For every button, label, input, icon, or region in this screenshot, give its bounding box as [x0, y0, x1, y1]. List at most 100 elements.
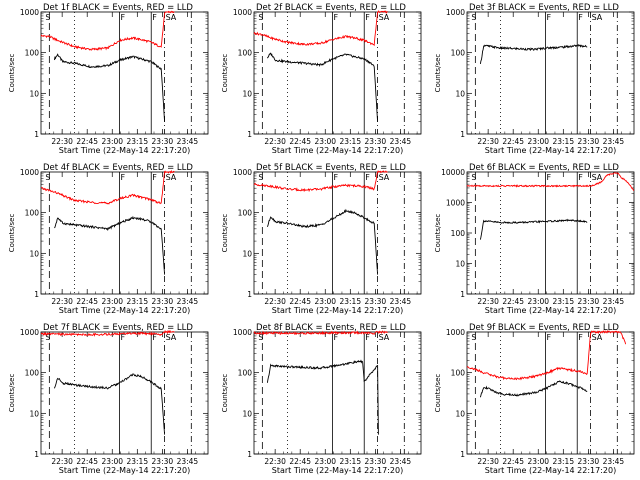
chart-title: Det 2f BLACK = Events, RED = LLD	[256, 3, 406, 13]
chart-panel: Det 7f BLACK = Events, RED = LLD 1 10 100 10…	[8, 323, 209, 475]
marker-label: SA	[166, 333, 177, 342]
x-tick-label: 23:45	[390, 457, 412, 466]
plot-frame	[253, 331, 422, 455]
chart-panel: Det 1f BLACK = Events, RED = LLD 1 10 100 10…	[8, 3, 209, 155]
marker-label: S	[471, 333, 476, 342]
y-tick-label: 100	[451, 369, 466, 378]
y-tick-label: 1000	[233, 328, 252, 337]
y-tick-label: 10	[242, 249, 252, 258]
y-tick-label: 1000	[20, 8, 39, 17]
x-tick-label: 23:30	[365, 297, 387, 306]
y-axis-label: Counts/sec	[221, 214, 229, 253]
marker-label: S	[45, 173, 50, 182]
x-tick-label: 23:15	[339, 297, 361, 306]
x-tick-label: 23:00	[527, 297, 549, 306]
y-tick-label: 10000	[441, 168, 465, 177]
y-tick-label: 1000	[20, 328, 39, 337]
chart-title: Det 4f BLACK = Events, RED = LLD	[43, 163, 193, 173]
x-tick-label: 22:45	[502, 297, 524, 306]
marker-label: S	[258, 13, 263, 22]
x-tick-label: 23:00	[314, 137, 336, 146]
x-axis-label: Start Time (22-May-14 22:17:20)	[59, 146, 190, 155]
y-tick-label: 10	[29, 89, 39, 98]
x-tick-label: 23:15	[552, 457, 574, 466]
plot-frame	[40, 331, 209, 455]
y-axis-label: Counts/sec	[434, 54, 442, 93]
plot-frame	[466, 331, 635, 455]
x-axis-label: Start Time (22-May-14 22:17:20)	[485, 146, 616, 155]
x-tick-label: 23:00	[314, 297, 336, 306]
events-series-line	[53, 373, 166, 435]
y-tick-label: 1	[34, 290, 39, 299]
x-tick-label: 22:45	[289, 297, 311, 306]
events-series-line	[266, 359, 379, 435]
x-tick-label: 23:30	[152, 137, 174, 146]
marker-label: F	[333, 333, 338, 342]
x-tick-label: 22:30	[477, 297, 499, 306]
chart-panel: Det 4f BLACK = Events, RED = LLD 1 10 100 10…	[8, 163, 209, 315]
plot-frame	[253, 171, 422, 295]
lld-series-line	[253, 170, 388, 193]
x-tick-label: 22:30	[477, 457, 499, 466]
y-tick-label: 1	[34, 130, 39, 139]
marker-label: S	[45, 333, 50, 342]
y-tick-label: 1	[247, 290, 252, 299]
marker-label: F	[152, 173, 157, 182]
y-tick-label: 100	[238, 369, 253, 378]
marker-label: S	[258, 333, 263, 342]
x-tick-label: 23:45	[177, 297, 199, 306]
x-tick-label: 23:00	[101, 457, 123, 466]
marker-label: F	[578, 173, 583, 182]
plot-frame	[40, 171, 209, 295]
marker-label: F	[578, 333, 583, 342]
x-tick-label: 23:45	[177, 457, 199, 466]
marker-label: S	[471, 173, 476, 182]
marker-label: S	[258, 173, 263, 182]
x-tick-label: 23:45	[390, 297, 412, 306]
x-tick-label: 22:45	[76, 457, 98, 466]
y-axis-label: Counts/sec	[221, 374, 229, 413]
y-tick-label: 1	[34, 450, 39, 459]
x-tick-label: 23:45	[603, 137, 625, 146]
lld-series-line	[40, 329, 175, 337]
y-tick-label: 1	[460, 130, 465, 139]
x-axis-label: Start Time (22-May-14 22:17:20)	[272, 466, 403, 475]
chart-title: Det 3f BLACK = Events, RED = LLD	[469, 3, 619, 13]
x-axis-label: Start Time (22-May-14 22:17:20)	[272, 306, 403, 315]
y-axis-label: Counts/sec	[8, 54, 16, 93]
y-tick-label: 1	[247, 450, 252, 459]
marker-label: F	[546, 333, 551, 342]
lld-series-line	[253, 330, 388, 336]
x-tick-label: 22:45	[289, 137, 311, 146]
y-tick-label: 10	[242, 409, 252, 418]
x-tick-label: 23:00	[101, 297, 123, 306]
y-tick-label: 100	[25, 369, 40, 378]
y-tick-label: 1000	[446, 8, 465, 17]
y-tick-label: 10	[455, 89, 465, 98]
x-tick-label: 23:15	[552, 297, 574, 306]
y-tick-label: 1	[247, 130, 252, 139]
chart-panel: Det 5f BLACK = Events, RED = LLD 1 10 100 10…	[221, 163, 422, 315]
y-axis-label: Counts/sec	[434, 214, 442, 253]
y-tick-label: 1000	[446, 199, 465, 208]
chart-panel: Det 6f BLACK = Events, RED = LLD 1 10 100 10…	[434, 163, 635, 315]
chart-panel: Det 9f BLACK = Events, RED = LLD 1 10 100 10…	[434, 323, 635, 475]
lld-series-line	[253, 10, 388, 47]
lld-series-line	[40, 10, 175, 51]
chart-title: Det 9f BLACK = Events, RED = LLD	[469, 323, 619, 333]
y-tick-label: 100	[238, 49, 253, 58]
lld-series-line	[466, 172, 635, 191]
events-series-line	[266, 208, 379, 275]
plot-frame	[40, 11, 209, 135]
chart-title: Det 7f BLACK = Events, RED = LLD	[43, 323, 193, 333]
marker-label: F	[120, 333, 125, 342]
x-tick-label: 22:30	[51, 457, 73, 466]
marker-label: F	[546, 13, 551, 22]
marker-label: F	[365, 173, 370, 182]
x-tick-label: 23:45	[177, 137, 199, 146]
x-tick-label: 23:30	[578, 137, 600, 146]
chart-panel: Det 3f BLACK = Events, RED = LLD 1 10 100 10…	[434, 3, 635, 155]
y-tick-label: 100	[238, 209, 253, 218]
marker-label: SA	[166, 173, 177, 182]
